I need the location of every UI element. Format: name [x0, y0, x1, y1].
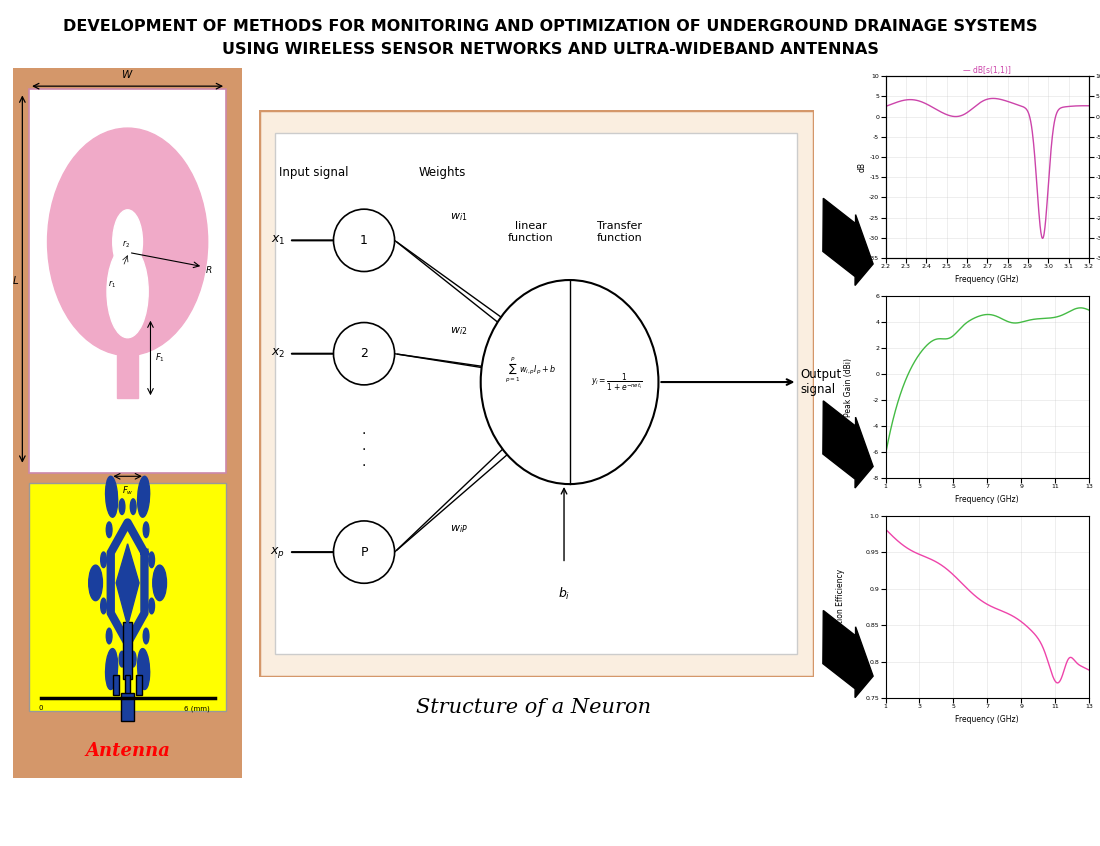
Text: L: L — [13, 276, 19, 286]
Text: $b_i$: $b_i$ — [558, 586, 570, 602]
Ellipse shape — [101, 598, 107, 614]
Ellipse shape — [130, 651, 136, 667]
Text: USING WIRELESS SENSOR NETWORKS AND ULTRA-WIDEBAND ANTENNAS: USING WIRELESS SENSOR NETWORKS AND ULTRA… — [221, 42, 879, 58]
Ellipse shape — [148, 552, 154, 568]
Title: — dB[s(1,1)]: — dB[s(1,1)] — [964, 66, 1011, 75]
Ellipse shape — [130, 499, 136, 514]
Text: $r_2$: $r_2$ — [122, 239, 131, 250]
Text: $w_{i2}$: $w_{i2}$ — [450, 325, 468, 337]
Text: W: W — [122, 70, 133, 80]
Text: DEVELOPMENT OF METHODS FOR MONITORING AND OPTIMIZATION OF UNDERGROUND DRAINAGE S: DEVELOPMENT OF METHODS FOR MONITORING AN… — [63, 19, 1037, 34]
Ellipse shape — [106, 649, 118, 689]
Text: 2: 2 — [360, 347, 368, 360]
FancyBboxPatch shape — [275, 133, 798, 654]
Text: linear
function: linear function — [508, 221, 553, 243]
Text: $y_i=\dfrac{1}{1+e^{-net_i}}$: $y_i=\dfrac{1}{1+e^{-net_i}}$ — [591, 371, 642, 393]
Ellipse shape — [107, 522, 112, 537]
Ellipse shape — [47, 128, 208, 355]
Text: Output
signal: Output signal — [800, 368, 842, 396]
Text: Input signal: Input signal — [279, 166, 349, 179]
FancyBboxPatch shape — [136, 675, 142, 695]
FancyBboxPatch shape — [125, 675, 130, 695]
Text: 0: 0 — [39, 705, 43, 711]
Text: $w_{i1}$: $w_{i1}$ — [450, 212, 468, 223]
Polygon shape — [117, 544, 139, 625]
Text: $x_2$: $x_2$ — [271, 347, 285, 360]
Text: $x_1$: $x_1$ — [271, 233, 285, 247]
FancyBboxPatch shape — [118, 295, 138, 398]
FancyArrow shape — [823, 198, 873, 285]
Ellipse shape — [143, 522, 148, 537]
Text: $F_w$: $F_w$ — [122, 485, 133, 497]
FancyBboxPatch shape — [30, 483, 225, 711]
Text: Antenna: Antenna — [85, 742, 170, 761]
Text: $F_1$: $F_1$ — [155, 351, 165, 364]
Ellipse shape — [89, 565, 102, 601]
FancyArrow shape — [823, 611, 873, 698]
Text: 3: 3 — [125, 705, 130, 711]
Ellipse shape — [119, 499, 125, 514]
Text: Transfer
function: Transfer function — [596, 221, 642, 243]
Ellipse shape — [481, 280, 659, 484]
Ellipse shape — [106, 476, 118, 517]
FancyBboxPatch shape — [258, 110, 814, 677]
FancyBboxPatch shape — [30, 89, 225, 473]
FancyBboxPatch shape — [13, 68, 242, 778]
Ellipse shape — [119, 651, 125, 667]
Text: 6 (mm): 6 (mm) — [184, 705, 210, 711]
Text: $w_{iP}$: $w_{iP}$ — [450, 524, 468, 535]
FancyBboxPatch shape — [121, 693, 134, 722]
Ellipse shape — [107, 629, 112, 644]
Text: P: P — [361, 546, 367, 558]
Y-axis label: Radiation Efficiency: Radiation Efficiency — [836, 569, 845, 645]
Y-axis label: dB: dB — [857, 162, 867, 172]
Circle shape — [333, 322, 395, 385]
Text: $x_p$: $x_p$ — [271, 545, 285, 559]
Ellipse shape — [112, 210, 143, 274]
Ellipse shape — [107, 245, 148, 338]
Text: Structure of a Neuron: Structure of a Neuron — [416, 698, 651, 717]
Circle shape — [333, 521, 395, 583]
FancyBboxPatch shape — [123, 622, 132, 678]
Ellipse shape — [148, 598, 154, 614]
Text: $\sum_{p=1}^{P}w_{i,p}I_p+b$: $\sum_{p=1}^{P}w_{i,p}I_p+b$ — [505, 356, 557, 386]
X-axis label: Frequency (GHz): Frequency (GHz) — [956, 715, 1019, 724]
X-axis label: Frequency (GHz): Frequency (GHz) — [956, 495, 1019, 504]
Y-axis label: Peak Gain (dBi): Peak Gain (dBi) — [844, 358, 852, 416]
FancyBboxPatch shape — [113, 675, 119, 695]
Text: 1: 1 — [360, 233, 368, 247]
Text: $r_1$: $r_1$ — [108, 278, 115, 290]
X-axis label: Frequency (GHz): Frequency (GHz) — [956, 275, 1019, 284]
Ellipse shape — [101, 552, 107, 568]
Ellipse shape — [138, 476, 150, 517]
Ellipse shape — [153, 565, 166, 601]
Text: ·
·
·: · · · — [362, 427, 366, 473]
Text: R: R — [206, 266, 211, 275]
Text: Weights: Weights — [418, 166, 465, 179]
FancyArrow shape — [823, 401, 873, 488]
Ellipse shape — [143, 629, 148, 644]
Ellipse shape — [138, 649, 150, 689]
Circle shape — [333, 209, 395, 272]
